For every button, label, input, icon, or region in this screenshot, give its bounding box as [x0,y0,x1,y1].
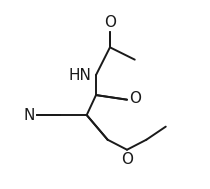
Text: HN: HN [68,67,91,83]
Text: N: N [23,108,35,123]
Text: O: O [121,152,133,167]
Text: O: O [104,15,116,30]
Text: O: O [129,91,141,106]
